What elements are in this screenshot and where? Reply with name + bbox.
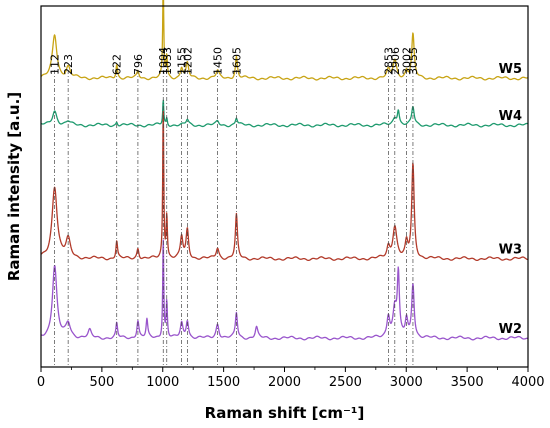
x-tick-label-1000: 1000	[146, 375, 179, 390]
peak-label-2906: 2906	[389, 47, 402, 75]
peak-label-112: 112	[49, 54, 62, 75]
peak-label-223: 223	[62, 54, 75, 75]
series-line-w5	[40, 0, 529, 81]
peak-label-1450: 1450	[212, 47, 225, 75]
x-tick-label-4000: 4000	[511, 375, 544, 390]
x-tick-label-500: 500	[89, 375, 114, 390]
x-tick-label-3500: 3500	[451, 375, 484, 390]
x-tick-label-1500: 1500	[207, 375, 240, 390]
x-axis-ticks: 0 500 1000 1500 2000 2500 3000 3500 4000	[37, 367, 545, 390]
peak-marker-layer	[54, 70, 414, 367]
x-tick-label-3000: 3000	[390, 375, 423, 390]
peak-label-3002: 3002	[400, 47, 413, 75]
x-tick-label-2000: 2000	[268, 375, 301, 390]
peak-label-1202: 1202	[181, 47, 194, 75]
x-axis-title: Raman shift [cm⁻¹]	[205, 404, 365, 422]
peak-label-622: 622	[111, 54, 124, 75]
x-tick-label-0: 0	[37, 375, 45, 390]
peak-label-2853: 2853	[382, 47, 395, 75]
series-label-w3: W3	[499, 243, 522, 258]
peak-label-1004: 1004	[157, 47, 170, 75]
series-line-w3	[40, 110, 529, 262]
peak-label-3055: 3055	[407, 47, 420, 75]
series-label-w5: W5	[499, 62, 522, 77]
series-line-w4	[40, 99, 529, 128]
peak-label-1155: 1155	[176, 47, 189, 75]
series-label-w4: W4	[499, 109, 522, 124]
series-label-w2: W2	[499, 322, 522, 337]
peak-label-1605: 1605	[230, 47, 243, 75]
peak-label-796: 796	[132, 54, 145, 75]
y-axis-title: Raman intensity [a.u.]	[5, 92, 23, 281]
series-line-w2	[40, 239, 529, 341]
series-layer	[40, 0, 529, 341]
x-tick-label-2500: 2500	[329, 375, 362, 390]
peak-label-1033: 1033	[161, 47, 174, 75]
